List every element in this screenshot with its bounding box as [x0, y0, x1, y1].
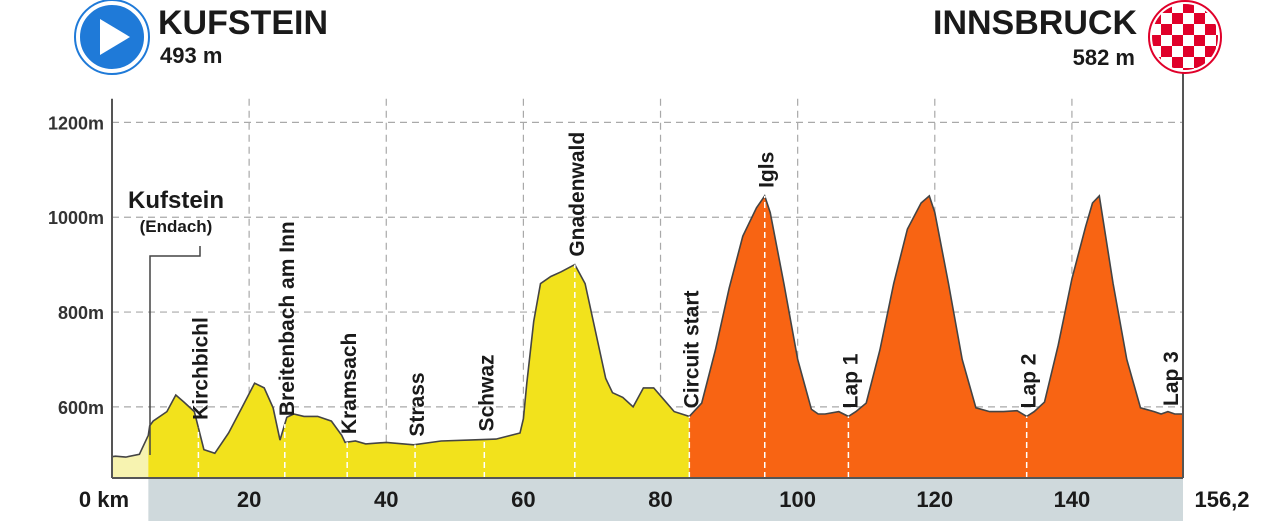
x-tick-label: 60: [511, 487, 535, 512]
place-label: Breitenbach am Inn: [276, 221, 299, 416]
start-header: KUFSTEIN 493 m: [74, 0, 328, 75]
flag-square: [1194, 4, 1205, 13]
flag-square: [1183, 24, 1194, 35]
x-tick-label: 40: [374, 487, 398, 512]
x-tick-label: 120: [916, 487, 953, 512]
flag-square: [1172, 57, 1183, 68]
flag-square: [1216, 4, 1218, 13]
finish-name: INNSBRUCK: [933, 4, 1137, 42]
y-tick-label: 600m: [58, 398, 104, 418]
flag-square: [1172, 68, 1183, 70]
road-segment-area: [148, 264, 690, 478]
flag-square: [1152, 24, 1161, 35]
flag-square: [1161, 13, 1172, 24]
start-place-sub: (Endach): [140, 217, 213, 236]
checkered-flag-icon: [1148, 0, 1222, 74]
axes: 600m 800m 1000m 1200m 0 km 20 40 60 80 100 120 140: [48, 65, 1184, 512]
flag-square: [1194, 57, 1205, 68]
flag-square: [1194, 46, 1205, 57]
flag-square: [1194, 24, 1205, 35]
flag-square: [1194, 13, 1205, 24]
flag-square: [1161, 57, 1172, 68]
place-label: Schwaz: [475, 354, 498, 431]
x-tick-label: 20: [237, 487, 261, 512]
profile-area: [111, 194, 1183, 478]
flag-square: [1183, 68, 1194, 70]
finish-elevation: 582 m: [1073, 45, 1135, 70]
flag-square: [1183, 13, 1194, 24]
x-tick-label: 140: [1054, 487, 1091, 512]
place-label: Igls: [756, 152, 779, 188]
flag-square: [1152, 68, 1161, 70]
finish-header: INNSBRUCK 582 m: [933, 0, 1222, 74]
x-axis-band-rect: [148, 478, 1183, 521]
place-label: Lap 2: [1018, 354, 1041, 409]
flag-square: [1205, 13, 1216, 24]
flag-square: [1172, 35, 1183, 46]
y-tick-label: 1000m: [48, 208, 104, 228]
x-axis-end-label: 156,2: [1194, 487, 1249, 512]
start-place-label: Kufstein (Endach): [128, 187, 224, 455]
x-tick-label: 80: [648, 487, 672, 512]
place-label: Lap 3: [1160, 351, 1183, 406]
place-label: Gnadenwald: [566, 132, 589, 257]
circuit-segment-area: [689, 195, 1183, 478]
flag-square: [1172, 4, 1183, 13]
flag-square: [1205, 24, 1216, 35]
x-axis-band: [148, 478, 1183, 521]
place-label: Kramsach: [338, 333, 361, 435]
start-place-name: Kufstein: [128, 187, 224, 214]
flag-square: [1172, 24, 1183, 35]
start-elevation: 493 m: [160, 43, 222, 68]
profile-outline: [111, 194, 1183, 458]
flag-square: [1216, 24, 1218, 35]
place-label: Circuit start: [680, 290, 703, 408]
place-label: Kirchbichl: [189, 317, 212, 420]
flag-square: [1161, 46, 1172, 57]
flag-square: [1205, 35, 1216, 46]
flag-square: [1183, 35, 1194, 46]
flag-square: [1183, 46, 1194, 57]
flag-square: [1216, 68, 1218, 70]
flag-square: [1216, 35, 1218, 46]
flag-square: [1216, 57, 1218, 68]
flag-square: [1205, 68, 1216, 70]
flag-square: [1205, 46, 1216, 57]
flag-square: [1183, 57, 1194, 68]
start-name: KUFSTEIN: [158, 4, 328, 42]
flag-square: [1183, 4, 1194, 13]
x-tick-label: 0 km: [79, 487, 129, 512]
flag-square: [1152, 46, 1161, 57]
place-label: Strass: [406, 372, 429, 436]
x-tick-label: 100: [779, 487, 816, 512]
flag-square: [1161, 35, 1172, 46]
y-tick-label: 1200m: [48, 113, 104, 133]
flag-square: [1194, 35, 1205, 46]
flag-square: [1172, 13, 1183, 24]
flag-square: [1161, 24, 1172, 35]
place-markers: [197, 195, 1028, 478]
flag-square: [1152, 35, 1161, 46]
place-label: Lap 1: [839, 353, 862, 408]
y-tick-label: 800m: [58, 303, 104, 323]
place-labels: Kirchbichl Breitenbach am Inn Kramsach Stra…: [189, 132, 1183, 437]
flag-square: [1172, 46, 1183, 57]
